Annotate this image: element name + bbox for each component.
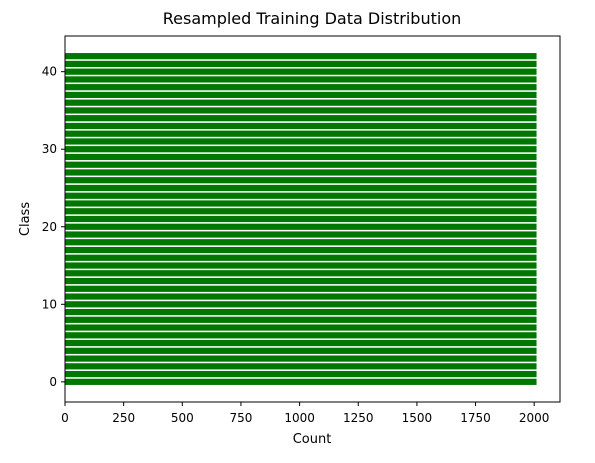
x-tick-label: 0 [61, 411, 69, 425]
y-tick-label: 10 [42, 297, 57, 311]
x-tick-label: 1500 [402, 411, 433, 425]
bar-class-22 [65, 208, 537, 215]
bar-class-41 [65, 60, 537, 68]
bar-class-14 [65, 270, 537, 277]
bar-class-31 [65, 138, 537, 145]
bar-class-11 [65, 293, 537, 300]
x-tick-label: 1750 [460, 411, 491, 425]
x-tick-label: 750 [229, 411, 252, 425]
bar-class-40 [65, 68, 537, 75]
y-tick-label: 30 [42, 142, 57, 156]
bar-class-38 [65, 84, 537, 91]
bar-class-0 [65, 378, 537, 385]
bar-class-7 [65, 324, 537, 331]
bar-class-3 [65, 355, 537, 362]
bar-class-2 [65, 363, 537, 370]
bar-class-39 [65, 76, 537, 83]
bar-class-21 [65, 215, 537, 223]
x-tick-label: 500 [171, 411, 194, 425]
bar-class-33 [65, 122, 537, 130]
y-tick-label: 40 [42, 65, 57, 79]
bar-class-6 [65, 332, 537, 339]
bar-class-10 [65, 301, 537, 308]
x-tick-label: 1000 [284, 411, 315, 425]
x-tick-label: 1250 [343, 411, 374, 425]
chart-title: Resampled Training Data Distribution [163, 9, 462, 28]
bar-class-18 [65, 239, 537, 246]
bar-class-9 [65, 308, 537, 316]
bar-class-19 [65, 231, 537, 238]
plot-frame [64, 35, 561, 403]
bar-class-25 [65, 184, 537, 192]
bar-class-35 [65, 107, 537, 114]
x-axis-ticks: 0 250 500 750 1000 1250 1500 1750 2000 [61, 402, 549, 425]
x-tick-label: 2000 [519, 411, 550, 425]
bar-class-4 [65, 347, 537, 354]
bar-class-34 [65, 115, 537, 122]
bar-class-27 [65, 169, 537, 176]
bar-class-32 [65, 130, 537, 137]
bar-class-5 [65, 339, 537, 347]
bar-class-26 [65, 177, 537, 184]
bar-class-20 [65, 223, 537, 230]
bar-series [65, 53, 537, 385]
bar-class-12 [65, 285, 537, 292]
y-axis-label: Class [18, 202, 33, 236]
bar-class-24 [65, 192, 537, 199]
bar-class-15 [65, 262, 537, 269]
bar-class-1 [65, 370, 537, 378]
bar-class-16 [65, 254, 537, 261]
bar-class-13 [65, 277, 537, 285]
bar-class-29 [65, 153, 537, 161]
x-axis-label: Count [293, 432, 332, 447]
bar-class-42 [65, 53, 537, 60]
bar-class-28 [65, 161, 537, 168]
bar-class-23 [65, 200, 537, 207]
bar-class-30 [65, 146, 537, 153]
bar-class-8 [65, 316, 537, 323]
y-axis-ticks: 0 10 20 30 40 [42, 65, 65, 389]
x-tick-label: 250 [112, 411, 135, 425]
y-tick-label: 20 [42, 220, 57, 234]
bar-class-37 [65, 91, 537, 99]
y-tick-label: 0 [49, 375, 57, 389]
bar-class-17 [65, 246, 537, 254]
bar-class-36 [65, 99, 537, 106]
